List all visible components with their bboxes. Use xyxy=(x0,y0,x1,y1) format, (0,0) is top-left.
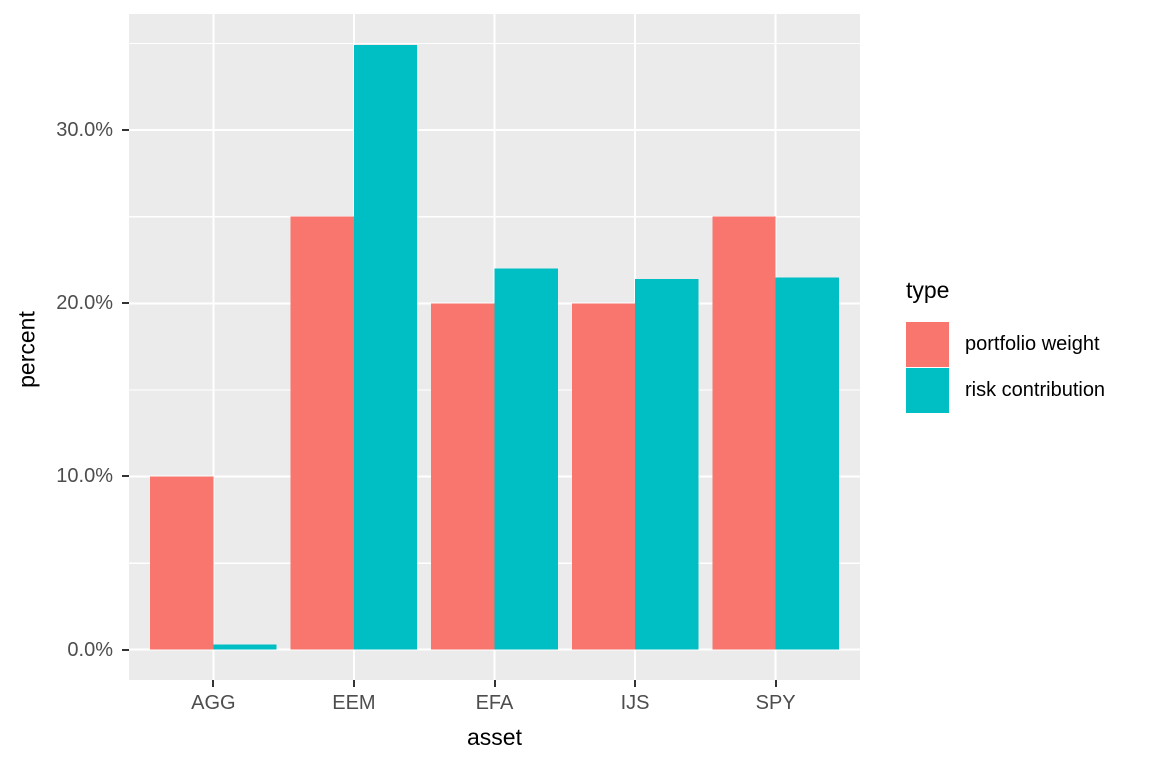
legend-label: risk contribution xyxy=(965,379,1106,401)
bar-SPY-portfolio-weight xyxy=(712,216,776,650)
legend-title: type xyxy=(906,277,950,303)
bars-and-gridlines xyxy=(129,14,860,680)
bar-EEM-risk-contribution xyxy=(353,45,418,650)
legend-item: portfolio weight xyxy=(906,322,1105,367)
y-tick-mark xyxy=(122,302,129,305)
legend-key-swatch xyxy=(906,322,949,367)
x-tick-mark xyxy=(493,680,496,687)
x-tick-label-EFA: EFA xyxy=(475,692,514,714)
bar-IJS-portfolio-weight xyxy=(571,303,636,650)
x-tick-mark xyxy=(774,680,777,687)
x-tick-label-EEM: EEM xyxy=(332,692,376,714)
x-tick-mark xyxy=(212,680,215,687)
legend-item: risk contribution xyxy=(906,368,1105,413)
x-axis-title: asset xyxy=(467,724,522,750)
y-tick-label: 0.0% xyxy=(67,638,113,661)
x-tick-mark xyxy=(352,680,355,687)
x-tick-label-IJS: IJS xyxy=(620,692,650,714)
bar-EFA-risk-contribution xyxy=(494,268,558,650)
bar-IJS-risk-contribution xyxy=(635,279,699,650)
gridline-vertical xyxy=(212,14,215,680)
y-tick-label: 10.0% xyxy=(56,465,113,488)
x-tick-mark xyxy=(634,680,637,687)
legend-key-swatch xyxy=(906,368,949,413)
y-tick-label: 20.0% xyxy=(56,292,113,315)
plot-panel xyxy=(129,14,860,680)
bar-SPY-risk-contribution xyxy=(775,277,839,650)
bar-EFA-portfolio-weight xyxy=(431,303,495,650)
legend-label: portfolio weight xyxy=(965,333,1100,355)
bar-EEM-portfolio-weight xyxy=(290,216,354,650)
y-tick-mark xyxy=(122,475,129,478)
bar-AGG-risk-contribution xyxy=(213,644,277,650)
y-tick-mark xyxy=(122,648,129,651)
legend-items: portfolio weight risk contribution xyxy=(906,322,1105,413)
y-tick-label: 30.0% xyxy=(56,119,113,142)
y-tick-mark xyxy=(122,129,129,132)
x-tick-label-SPY: SPY xyxy=(755,692,796,714)
y-axis-title: percent xyxy=(13,311,40,388)
bar-AGG-portfolio-weight xyxy=(150,476,214,650)
legend: type portfolio weight risk contribution xyxy=(906,277,1105,414)
x-tick-label-AGG: AGG xyxy=(191,692,236,714)
